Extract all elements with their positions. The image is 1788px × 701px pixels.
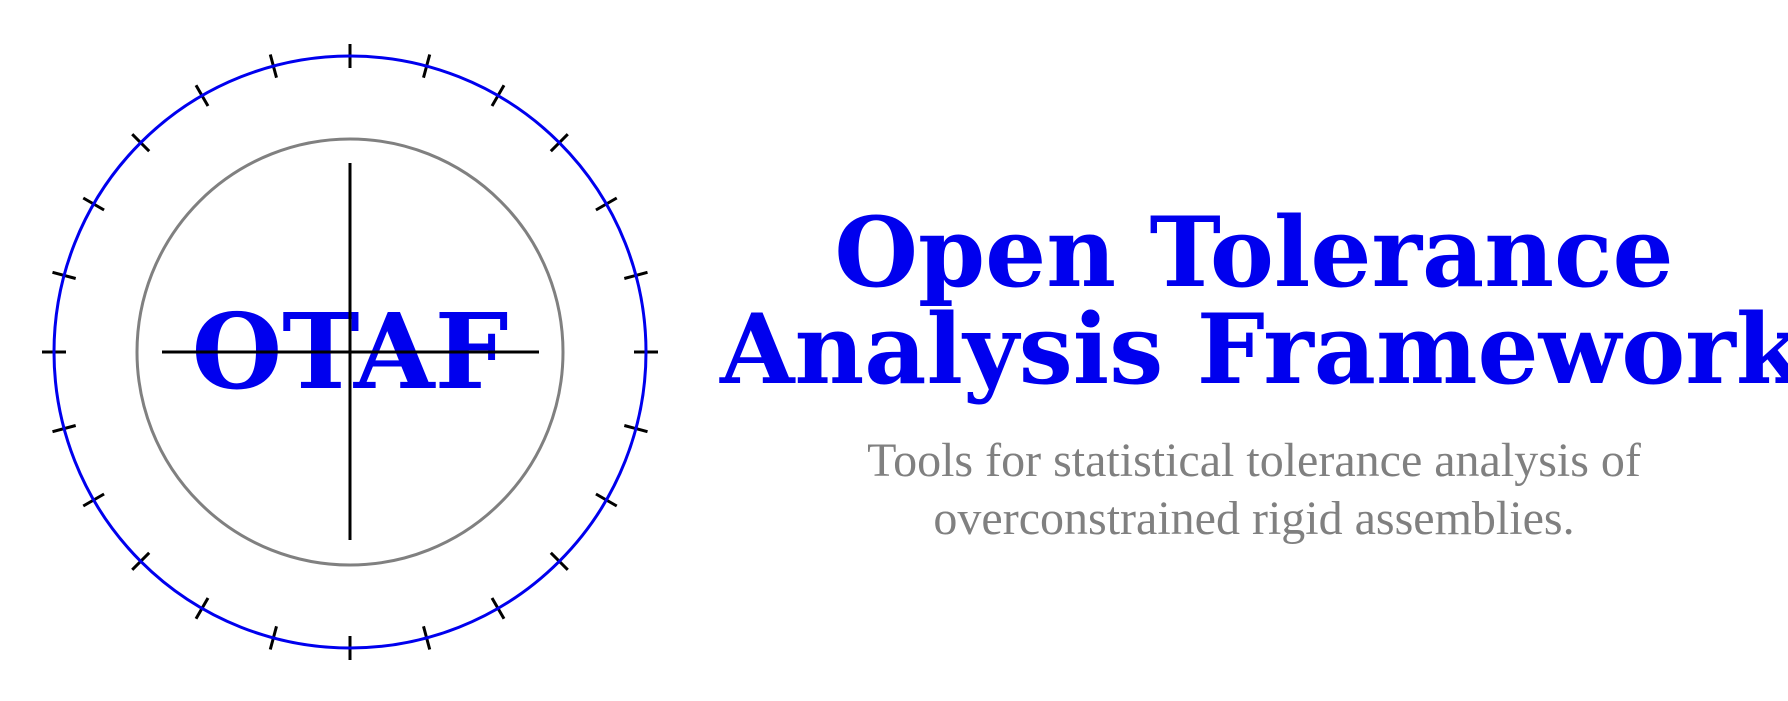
title-line-1: Open Tolerance: [834, 196, 1674, 309]
outer-dial-ring: [52, 54, 648, 650]
tagline-line-2: overconstrained rigid assemblies.: [933, 492, 1575, 545]
tagline-line-1: Tools for statistical tolerance analysis…: [867, 434, 1641, 487]
otaf-logo: OTAF: [42, 44, 658, 660]
inner-ring: [135, 137, 565, 567]
title-line-2: Analysis Framework: [720, 293, 1788, 406]
